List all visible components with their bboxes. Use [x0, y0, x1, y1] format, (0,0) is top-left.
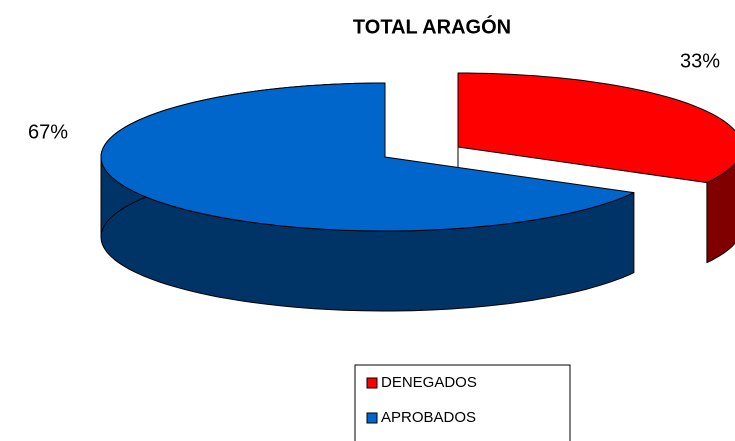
chart-title: TOTAL ARAGÓN — [353, 14, 511, 38]
data-label: 67% — [28, 121, 68, 143]
data-label: 33% — [680, 50, 720, 72]
legend-swatch — [366, 377, 378, 389]
legend-box — [354, 364, 571, 441]
pie-slice — [100, 82, 635, 312]
slice-top — [457, 72, 735, 184]
legend-label: DENEGADOS — [381, 374, 477, 391]
legend-label: APROBADOS — [381, 409, 476, 426]
slice-top — [100, 82, 635, 232]
pie-slice — [457, 72, 735, 264]
legend-swatch — [366, 412, 378, 424]
slice-side — [706, 162, 735, 264]
